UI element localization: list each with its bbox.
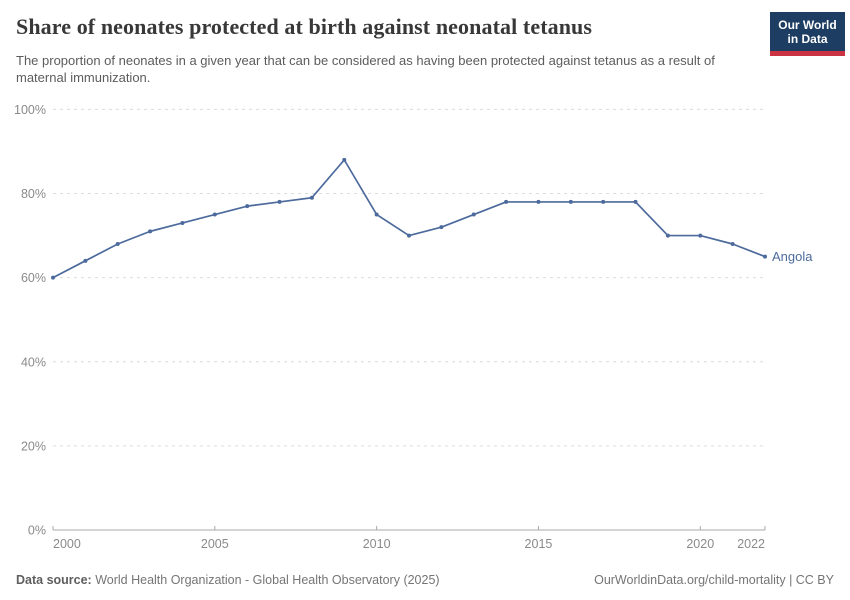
data-point-marker bbox=[536, 199, 541, 204]
owid-logo-line1: Our World bbox=[778, 18, 837, 32]
data-point-marker bbox=[212, 212, 217, 217]
chart-subtitle: The proportion of neonates in a given ye… bbox=[16, 53, 715, 85]
x-axis-label: 2005 bbox=[201, 537, 229, 551]
data-point-marker bbox=[568, 199, 573, 204]
data-point-marker bbox=[471, 212, 476, 217]
data-point-marker bbox=[374, 212, 379, 217]
data-point-marker bbox=[439, 225, 444, 230]
chart-footer: Data source: World Health Organization -… bbox=[16, 573, 834, 587]
x-axis-label: 2020 bbox=[686, 537, 714, 551]
data-point-marker bbox=[633, 199, 638, 204]
y-axis-label: 20% bbox=[21, 439, 46, 453]
data-point-marker bbox=[180, 220, 185, 225]
owid-logo-line2: in Data bbox=[787, 32, 828, 46]
page-title: Share of neonates protected at birth aga… bbox=[16, 14, 593, 39]
line-chart-svg: 0% 20% 40% 60% 80% 100% 2000 2005 2010 2015 2020 20… bbox=[14, 103, 813, 551]
x-axis-label: 2000 bbox=[53, 537, 81, 551]
data-point-marker bbox=[504, 199, 509, 204]
y-axis-label: 60% bbox=[21, 271, 46, 285]
data-source-note: Data source: World Health Organization -… bbox=[16, 573, 440, 587]
data-point-marker bbox=[277, 199, 282, 204]
x-axis-label: 2015 bbox=[525, 537, 553, 551]
data-point-marker bbox=[342, 157, 347, 162]
data-source-label: Data source: bbox=[16, 573, 92, 587]
data-line bbox=[52, 159, 766, 279]
data-point-marker bbox=[730, 241, 735, 246]
y-axis-label: 100% bbox=[14, 103, 46, 117]
data-point-marker bbox=[148, 229, 153, 234]
plot-area: 0% 20% 40% 60% 80% 100% 2000 2005 2010 2015 2020 20… bbox=[0, 90, 850, 560]
data-point-marker bbox=[309, 195, 314, 200]
y-axis-label: 80% bbox=[21, 187, 46, 201]
data-point-marker bbox=[115, 241, 120, 246]
y-axis-label: 0% bbox=[28, 524, 46, 538]
owid-logo: Our World in Data bbox=[770, 12, 845, 56]
series-end-label: Angola bbox=[772, 249, 813, 264]
data-point-marker bbox=[51, 275, 55, 280]
x-axis-label: 2010 bbox=[363, 537, 391, 551]
data-point-marker bbox=[665, 233, 670, 238]
data-point-marker bbox=[83, 258, 88, 263]
data-point-marker bbox=[763, 254, 767, 259]
data-point-marker bbox=[407, 233, 411, 238]
y-axis-label: 40% bbox=[21, 355, 46, 369]
owid-url-license[interactable]: OurWorldinData.org/child-mortality | CC … bbox=[594, 573, 834, 587]
data-point-marker bbox=[245, 204, 250, 209]
data-point-marker bbox=[698, 233, 703, 238]
data-source-text: World Health Organization - Global Healt… bbox=[91, 573, 440, 587]
x-axis-label: 2022 bbox=[737, 537, 765, 551]
data-point-marker bbox=[601, 199, 606, 204]
